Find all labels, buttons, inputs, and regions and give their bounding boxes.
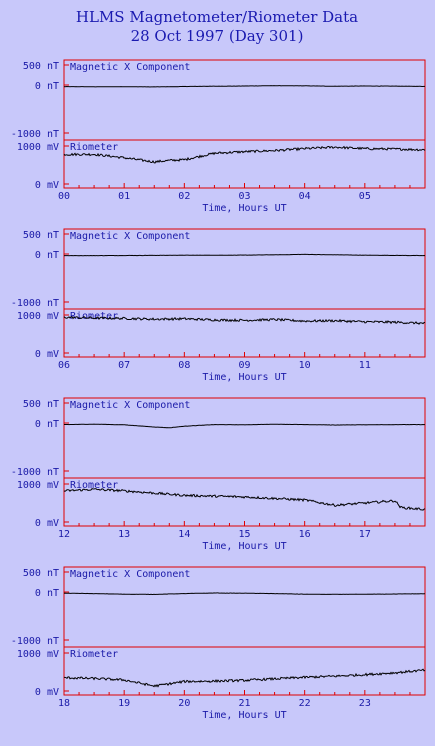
x-tick-label: 19 [118, 698, 130, 709]
riometer-y-tick-label: 0 mV [35, 518, 59, 529]
x-tick-label: 08 [178, 360, 190, 371]
x-tick-label: 03 [238, 191, 250, 202]
x-tick-label: 00 [58, 191, 70, 202]
magnetic-y-tick-label: 0 nT [35, 419, 59, 430]
magnetic-y-tick-label: 0 nT [35, 81, 59, 92]
x-tick-label: 21 [238, 698, 250, 709]
magnetic-y-tick-label: -1000 nT [11, 636, 59, 647]
x-axis-label: Time, Hours UT [202, 372, 286, 383]
magnetic-y-tick-label: 500 nT [23, 230, 59, 241]
x-tick-label: 18 [58, 698, 70, 709]
riometer-y-tick-label: 0 mV [35, 349, 59, 360]
riometer-y-tick-label: 1000 mV [17, 649, 59, 660]
riometer-panel-label: Riometer [70, 311, 118, 322]
riometer-trace [63, 145, 426, 164]
riometer-panel-label: Riometer [70, 142, 118, 153]
x-tick-label: 04 [299, 191, 311, 202]
magnetic-y-tick-label: 0 nT [35, 250, 59, 261]
x-tick-label: 13 [118, 529, 130, 540]
chart-block: Magnetic X Component 500 nT 0 nT -1000 nT Ri… [11, 397, 426, 552]
chart-block: Magnetic X Component 500 nT 0 nT -1000 nT Ri… [11, 59, 426, 214]
riometer-panel-label: Riometer [70, 649, 118, 660]
chart-title-line2: 28 Oct 1997 (Day 301) [131, 27, 304, 45]
x-tick-label: 02 [178, 191, 190, 202]
magnetic-y-tick-label: 500 nT [23, 568, 59, 579]
magnetic-panel-label: Magnetic X Component [70, 569, 190, 580]
x-tick-label: 16 [299, 529, 311, 540]
magnetic-trace [63, 592, 425, 596]
x-tick-label: 06 [58, 360, 70, 371]
riometer-y-tick-label: 1000 mV [17, 311, 59, 322]
riometer-y-tick-label: 0 mV [35, 180, 59, 191]
x-tick-label: 15 [238, 529, 250, 540]
x-tick-label: 22 [299, 698, 311, 709]
riometer-trace [63, 488, 426, 511]
chart-block: Magnetic X Component 500 nT 0 nT -1000 nT Ri… [11, 566, 426, 721]
x-tick-label: 14 [178, 529, 190, 540]
magnetic-y-tick-label: 0 nT [35, 588, 59, 599]
x-tick-label: 20 [178, 698, 190, 709]
magnetic-panel-label: Magnetic X Component [70, 62, 190, 73]
magnetic-y-tick-label: -1000 nT [11, 467, 59, 478]
x-tick-label: 10 [299, 360, 311, 371]
chart-blocks: Magnetic X Component 500 nT 0 nT -1000 nT Ri… [11, 59, 426, 721]
riometer-y-tick-label: 1000 mV [17, 480, 59, 491]
chart-title-line1: HLMS Magnetometer/Riometer Data [76, 8, 358, 26]
magnetic-trace [63, 85, 425, 88]
riometer-y-tick-label: 1000 mV [17, 142, 59, 153]
x-tick-label: 09 [238, 360, 250, 371]
magnetic-panel-label: Magnetic X Component [70, 400, 190, 411]
magnetic-trace [63, 253, 426, 257]
chart-block: Magnetic X Component 500 nT 0 nT -1000 nT Ri… [11, 228, 426, 383]
x-tick-label: 12 [58, 529, 70, 540]
magnetic-y-tick-label: -1000 nT [11, 298, 59, 309]
x-axis-label: Time, Hours UT [202, 710, 286, 721]
x-tick-label: 07 [118, 360, 130, 371]
magnetic-y-tick-label: -1000 nT [11, 129, 59, 140]
riometer-y-tick-label: 0 mV [35, 687, 59, 698]
magnetic-panel-label: Magnetic X Component [70, 231, 190, 242]
riometer-trace [63, 316, 426, 325]
x-axis-label: Time, Hours UT [202, 541, 286, 552]
magnetic-trace [64, 423, 425, 429]
x-axis-label: Time, Hours UT [202, 203, 286, 214]
riometer-trace [64, 668, 426, 688]
magnetic-y-tick-label: 500 nT [23, 399, 59, 410]
x-tick-label: 11 [359, 360, 371, 371]
riometer-panel-label: Riometer [70, 480, 118, 491]
x-tick-label: 01 [118, 191, 130, 202]
magnetic-y-tick-label: 500 nT [23, 61, 59, 72]
x-tick-label: 17 [359, 529, 371, 540]
x-tick-label: 23 [359, 698, 371, 709]
x-tick-label: 05 [359, 191, 371, 202]
